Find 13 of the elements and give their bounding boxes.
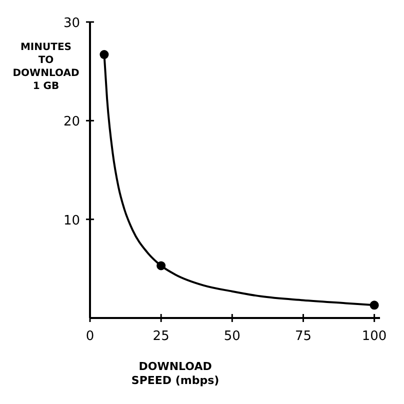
point — [100, 50, 109, 60]
x-tick-label: 25 — [152, 329, 170, 344]
point — [370, 300, 379, 310]
x-tick-label: 50 — [224, 329, 240, 344]
x-tick-label: 75 — [294, 329, 312, 344]
x-axis-title: DOWNLOAD SPEED (mbps) — [131, 360, 220, 387]
y-tick-label: 30 — [63, 16, 80, 31]
y-axis-title: MINUTES TO DOWNLOAD 1 GB — [12, 42, 80, 92]
point — [156, 261, 166, 270]
y-tick-label: 20 — [63, 114, 80, 130]
x-tick-label: 100 — [362, 329, 387, 344]
x-tick-label: 0 — [86, 329, 94, 344]
y-tick-label: 10 — [63, 213, 80, 228]
